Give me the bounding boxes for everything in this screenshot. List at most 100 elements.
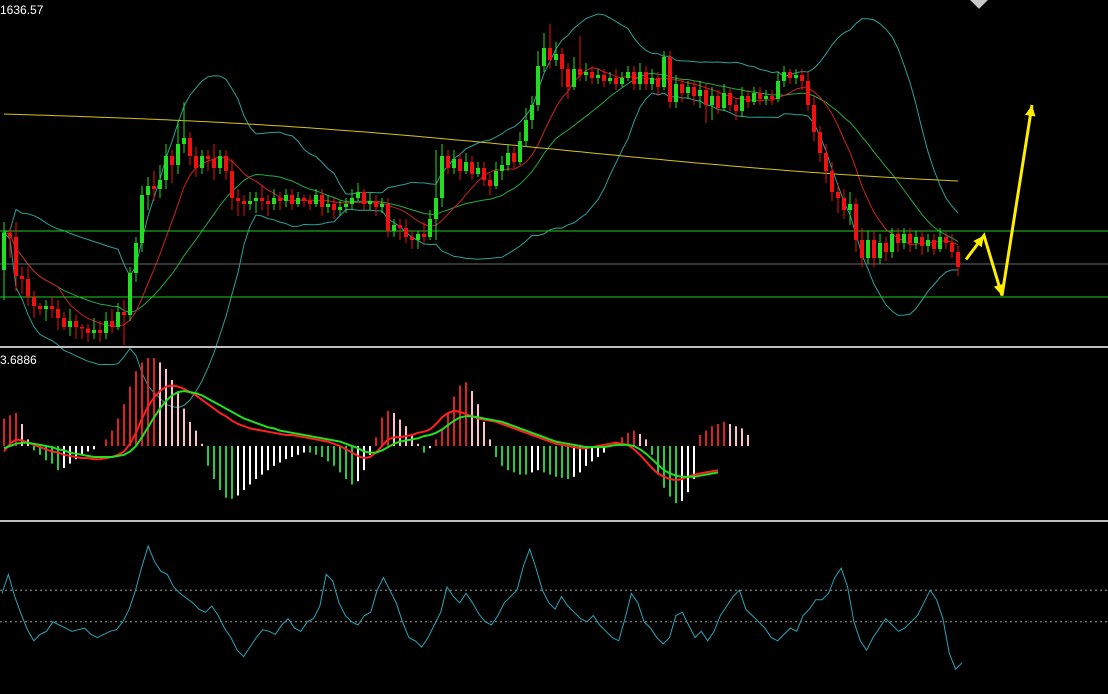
arrow-head-up-large [1025,105,1036,117]
candle [194,147,198,177]
candle-body [932,240,936,249]
candle [512,147,516,168]
candle [134,237,138,282]
candle-body [878,243,882,258]
candle [536,51,540,111]
candle-body [620,78,624,84]
arrow-head-down [993,283,1004,296]
candle [260,186,264,210]
candle [680,78,684,102]
candle [278,192,282,210]
candle-body [584,72,588,75]
candle [908,228,912,252]
candle-body [512,153,516,162]
candle-body [44,306,48,309]
candle [410,231,414,249]
candle-body [356,192,360,198]
candle [632,66,636,90]
arrow-head-up-small [973,235,984,248]
candle-body [428,219,432,237]
candle [770,90,774,105]
candle [674,75,678,108]
candle [560,48,564,87]
candle [344,198,348,213]
candle-body [32,297,36,306]
candle-body [38,306,42,309]
candle-body [608,78,612,81]
candle [758,87,762,105]
candle [722,84,726,111]
candle [254,192,258,213]
candle-body [494,171,498,186]
candle [782,66,786,87]
candle-body [452,159,456,168]
candle [566,63,570,99]
candle [218,150,222,174]
candle-body [836,192,840,198]
candle [926,234,930,252]
candle [152,171,156,201]
candle [716,90,720,114]
candle-body [290,195,294,204]
candle-body [218,156,222,168]
candle [308,195,312,210]
candle [104,312,108,339]
candle [830,162,834,201]
candle [584,63,588,81]
candle [614,69,618,90]
macd-value-readout: 3.6886 [0,353,37,367]
candle-body [206,156,210,159]
candle [314,189,318,207]
candle-body [938,237,942,249]
candle [950,234,954,258]
candle-body [944,237,948,243]
candle-body [470,162,474,174]
candle [398,219,402,240]
projection-arrow [964,104,1034,296]
candle [422,222,426,243]
candle [752,87,756,105]
candle-body [8,232,12,237]
panel-separators [0,346,1108,522]
candle [284,189,288,207]
candle-body [716,96,720,108]
candle-body [50,306,54,309]
candle-body [680,84,684,93]
candle [728,87,732,111]
candle [734,99,738,120]
candle [434,150,438,240]
candle [182,102,186,153]
candle [470,156,474,180]
candle [230,159,234,210]
candle-body [644,72,648,84]
candle-body [134,243,138,273]
candle [20,267,24,294]
candle-body [266,201,270,204]
candle [464,153,468,174]
candle [692,81,696,105]
candle [788,69,792,84]
candle [140,186,144,252]
candle [620,72,624,87]
candle-body [854,204,858,240]
candle [8,228,12,258]
candle [188,132,192,165]
candle-body [284,195,288,201]
candle [764,90,768,105]
candle-body [764,96,768,99]
candle [704,84,708,123]
candle-body [536,66,540,105]
candle-body [200,156,204,168]
candle [476,162,480,177]
candle-body [896,234,900,243]
candle-body [884,243,888,252]
candle-body [62,318,66,327]
candle-body [110,321,114,327]
candle [74,315,78,339]
candle-body [80,327,84,329]
candle-body [254,198,258,201]
candle-body [572,69,576,87]
candle [338,201,342,216]
